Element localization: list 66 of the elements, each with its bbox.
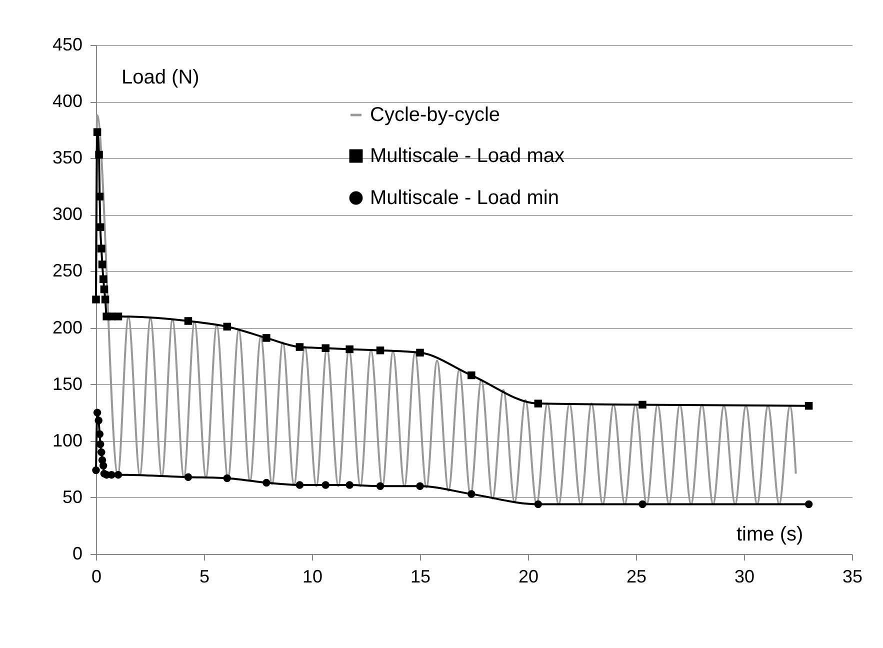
y-tick-label: 100 — [52, 430, 82, 450]
point — [96, 440, 104, 448]
point — [223, 322, 231, 331]
point — [98, 260, 106, 268]
point — [262, 478, 270, 487]
point — [100, 285, 108, 294]
point — [99, 275, 108, 284]
point — [376, 346, 384, 354]
y-tick-label: 350 — [52, 148, 82, 168]
point — [416, 482, 424, 490]
y-tick-label: 400 — [52, 91, 82, 112]
x-tick-label: 25 — [626, 566, 647, 586]
y-tick-label: 300 — [52, 204, 82, 224]
point — [416, 348, 424, 357]
y-tick-label: 150 — [52, 374, 82, 394]
point — [96, 430, 104, 438]
legend-label: Multiscale - Load min — [370, 187, 559, 209]
point — [346, 345, 354, 354]
point — [184, 317, 192, 325]
point — [534, 400, 542, 408]
point — [223, 474, 231, 482]
point — [96, 223, 104, 231]
point — [92, 296, 100, 304]
point — [94, 416, 102, 424]
x-tick-label: 10 — [302, 566, 323, 586]
y-tick-label: 250 — [52, 260, 82, 281]
point — [296, 343, 304, 351]
point — [638, 400, 646, 409]
point — [804, 500, 813, 508]
y-tick-label: 50 — [62, 486, 82, 507]
point — [93, 408, 102, 416]
x-axis-title: time (s) — [736, 524, 804, 546]
x-tick-label: 5 — [199, 566, 210, 586]
point — [114, 470, 122, 479]
legend-label: Multiscale - Load max — [370, 145, 565, 167]
point — [184, 473, 192, 481]
point — [93, 128, 102, 136]
point — [534, 500, 542, 508]
x-tick-label: 15 — [410, 566, 431, 586]
point — [804, 402, 813, 410]
point — [638, 500, 646, 508]
point — [322, 344, 330, 352]
point — [99, 462, 108, 470]
point — [95, 150, 103, 159]
point — [468, 490, 476, 498]
y-tick-label: 200 — [52, 317, 82, 338]
point — [98, 244, 106, 252]
point — [468, 371, 476, 380]
y-axis-title: Load (N) — [122, 66, 200, 88]
point — [262, 334, 270, 342]
point — [376, 482, 384, 490]
point — [92, 466, 100, 474]
point — [96, 192, 104, 200]
y-tick-label: 0 — [72, 544, 82, 564]
x-tick-label: 0 — [91, 566, 102, 586]
legend-label: Cycle-by-cycle — [370, 104, 500, 126]
point — [296, 481, 304, 489]
point — [322, 481, 330, 489]
y-tick-label: 450 — [52, 34, 82, 54]
point — [98, 448, 106, 456]
x-tick-label: 30 — [734, 566, 755, 586]
x-tick-label: 35 — [842, 566, 863, 586]
point — [346, 481, 354, 489]
point — [114, 312, 122, 320]
x-tick-label: 20 — [518, 566, 539, 586]
point — [101, 296, 110, 304]
